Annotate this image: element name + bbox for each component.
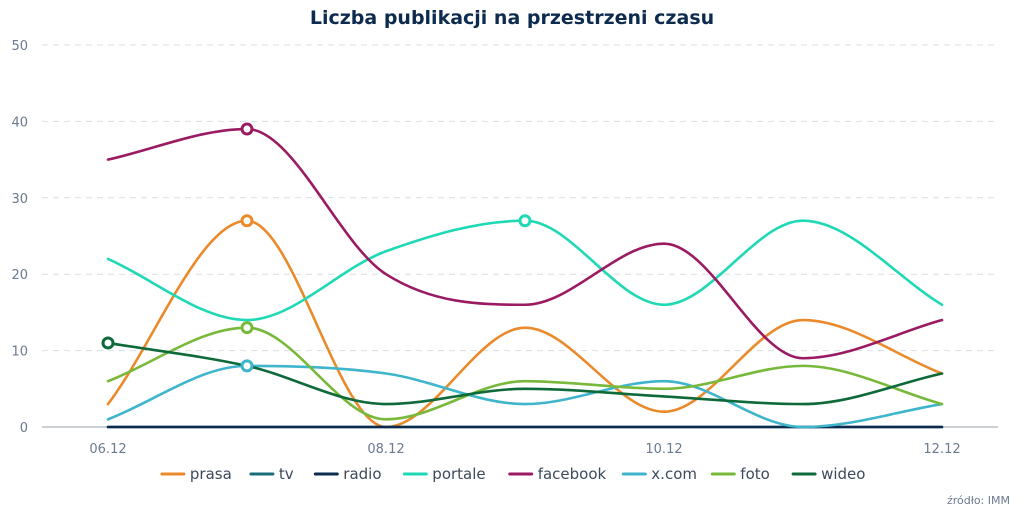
x-tick-label: 10.12 (645, 442, 682, 457)
series-line-portale (106, 219, 944, 322)
legend-label: facebook (538, 465, 607, 483)
legend-label: portale (432, 465, 485, 483)
legend-item-prasa: prasa (160, 465, 232, 483)
highlight-point-facebook (240, 122, 254, 136)
legend-item-foto: foto (710, 465, 770, 483)
legend: prasa tv radio portale facebook x.com foto wide… (160, 465, 865, 483)
highlight-point-x-com (240, 359, 254, 373)
legend-item-radio: radio (313, 465, 382, 483)
y-tick-label: 50 (11, 39, 28, 54)
legend-item-x-com: x.com (621, 465, 697, 483)
y-tick-label: 40 (11, 115, 28, 130)
chart-title: Liczba publikacji na przestrzeni czasu (310, 7, 714, 29)
legend-label: wideo (821, 465, 865, 483)
series-line-x-com (106, 364, 944, 429)
x-tick-label: 12.12 (923, 442, 960, 457)
x-tick-label: 08.12 (367, 442, 404, 457)
highlight-point-prasa (240, 214, 254, 228)
y-tick-label: 10 (11, 345, 28, 360)
legend-label: tv (279, 465, 294, 483)
legend-item-facebook: facebook (508, 465, 607, 483)
highlight-markers (101, 122, 532, 373)
series-line-wideo (106, 341, 944, 406)
highlight-point-wideo (101, 336, 115, 350)
gridlines (42, 44, 998, 428)
legend-item-portale: portale (402, 465, 486, 483)
legend-item-wideo: wideo (791, 465, 865, 483)
legend-label: foto (740, 465, 770, 483)
y-axis-ticks: 0 10 20 30 40 50 (11, 39, 28, 436)
x-axis-ticks: 06.12 08.12 10.12 12.12 (89, 442, 960, 457)
series-line-foto (106, 326, 944, 421)
legend-item-tv: tv (249, 465, 294, 483)
y-tick-label: 20 (11, 268, 28, 283)
legend-label: prasa (190, 465, 232, 483)
series-line-facebook (106, 127, 944, 360)
series-lines (106, 127, 944, 429)
source-note: źródło: IMM (947, 494, 1010, 507)
highlight-point-foto (240, 321, 254, 335)
legend-label: x.com (651, 465, 697, 483)
y-tick-label: 0 (20, 421, 28, 436)
y-tick-label: 30 (11, 192, 28, 207)
legend-label: radio (343, 465, 381, 483)
series-line-prasa (106, 219, 944, 429)
x-tick-label: 06.12 (89, 442, 126, 457)
highlight-point-portale (518, 214, 532, 228)
